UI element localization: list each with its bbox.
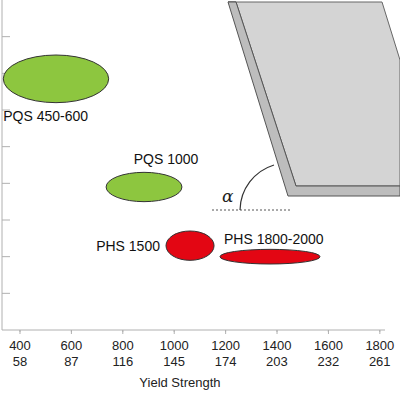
x2-tick <box>328 330 329 332</box>
x2-tick-label: 261 <box>369 354 391 369</box>
range-ellipse <box>106 172 182 201</box>
x2-tick-label: 116 <box>112 354 133 369</box>
y-tick <box>2 256 10 257</box>
y-tick <box>2 146 10 147</box>
x-tick-label: 1400 <box>263 338 292 353</box>
x-tick-label: 800 <box>112 338 134 353</box>
sheet-edge <box>228 2 400 196</box>
x-tick-label: 1200 <box>211 338 240 353</box>
x-tick <box>71 330 72 334</box>
bend-diagram: α <box>212 2 400 210</box>
x-tick-label: 1000 <box>160 338 189 353</box>
x2-tick-label: 145 <box>163 354 185 369</box>
x2-tick <box>225 330 226 332</box>
x2-tick <box>276 330 277 332</box>
y-tick <box>2 293 10 294</box>
x2-tick <box>122 330 123 332</box>
x-tick-label: 600 <box>61 338 83 353</box>
x2-tick-label: 232 <box>318 354 340 369</box>
x-tick <box>174 330 175 334</box>
x2-tick <box>379 330 380 332</box>
series-label: PHS 1500 <box>96 238 160 254</box>
y-tick <box>2 36 10 37</box>
x-tick <box>328 330 329 334</box>
x2-tick <box>19 330 20 332</box>
x2-tick-label: 87 <box>64 354 78 369</box>
x-tick-label: 1600 <box>314 338 343 353</box>
sheet-back <box>228 2 400 186</box>
range-ellipse <box>220 249 320 264</box>
angle-arc <box>240 165 274 210</box>
x-tick <box>122 330 123 334</box>
x2-tick <box>174 330 175 332</box>
x-tick-label: 400 <box>9 338 31 353</box>
x-tick <box>277 330 278 334</box>
series-label: PHS 1800-2000 <box>224 231 324 247</box>
reference-line <box>212 210 290 211</box>
angle-label: α <box>222 186 234 206</box>
x-tick <box>19 330 20 334</box>
x-tick-label: 1800 <box>365 338 394 353</box>
series-label: PQS 450-600 <box>3 108 88 124</box>
y-tick <box>2 183 10 184</box>
series-label: PQS 1000 <box>134 151 199 167</box>
x-axis-label: Yield Strength <box>139 375 220 390</box>
chart-svg: 400 600 800 1000 1200 1400 1600 1800 58 87 116 145 1… <box>0 0 400 400</box>
x2-tick-label: 174 <box>215 354 237 369</box>
x2-tick-label: 58 <box>13 354 27 369</box>
series-labels: PQS 450-600 PQS 1000 PHS 1500 PHS 1800-2000 <box>3 108 324 254</box>
x-tick <box>379 330 380 334</box>
y-tick <box>2 220 10 221</box>
chart-container: 400 600 800 1000 1200 1400 1600 1800 58 87 116 145 1… <box>0 0 400 400</box>
range-ellipse <box>166 231 214 260</box>
y-axis-line <box>2 0 3 330</box>
x-tick <box>225 330 226 334</box>
x2-tick <box>71 330 72 332</box>
range-ellipse <box>3 55 108 103</box>
x-axis-line <box>2 330 385 331</box>
x2-tick-label: 203 <box>266 354 288 369</box>
